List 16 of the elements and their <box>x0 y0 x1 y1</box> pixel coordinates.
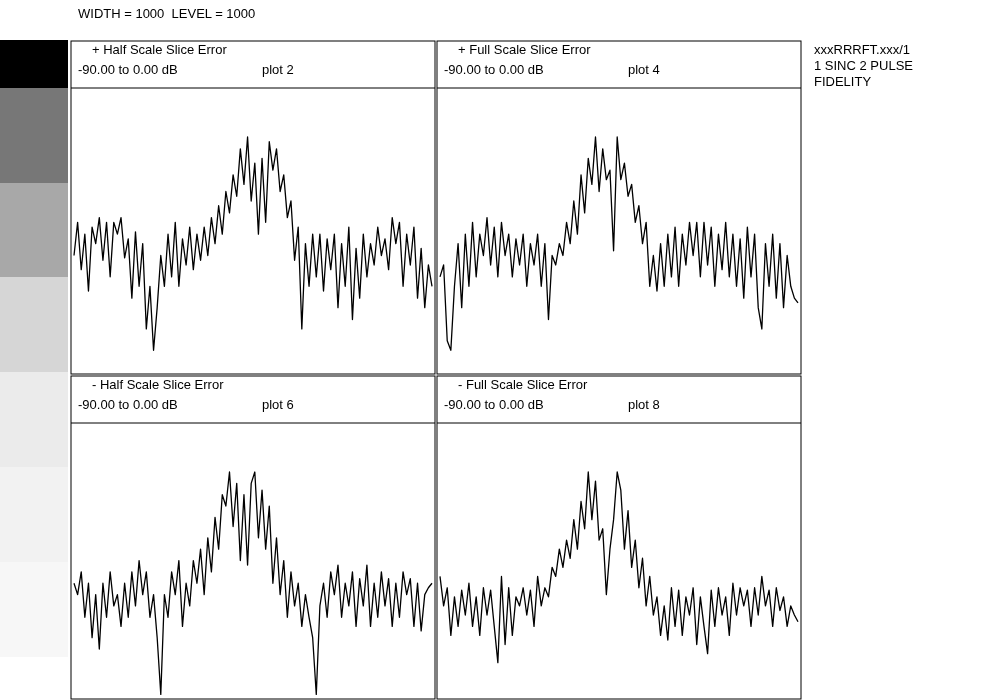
chart-subtitle: -90.00 to 0.00 dB <box>78 62 178 77</box>
text: plot 6 <box>262 397 294 412</box>
text: plot 4 <box>628 62 660 77</box>
text: FIDELITY <box>814 74 872 89</box>
chart-title: + Full Scale Slice Error <box>458 42 592 57</box>
chart-subtitle: -90.00 to 0.00 dB <box>444 397 544 412</box>
text: plot 8 <box>628 397 660 412</box>
text: xxxRRRFT.xxx/1 <box>814 42 911 57</box>
text: WIDTH = 1000 LEVEL = 1000 <box>78 6 256 21</box>
text: 1 SINC 2 PULSE <box>814 58 914 73</box>
chart-subtitle: -90.00 to 0.00 dB <box>78 397 178 412</box>
chart-subtitle: -90.00 to 0.00 dB <box>444 62 544 77</box>
chart-title: - Half Scale Slice Error <box>92 377 225 392</box>
text: plot 2 <box>262 62 294 77</box>
chart-title: + Half Scale Slice Error <box>92 42 228 57</box>
chart-title: - Full Scale Slice Error <box>458 377 588 392</box>
